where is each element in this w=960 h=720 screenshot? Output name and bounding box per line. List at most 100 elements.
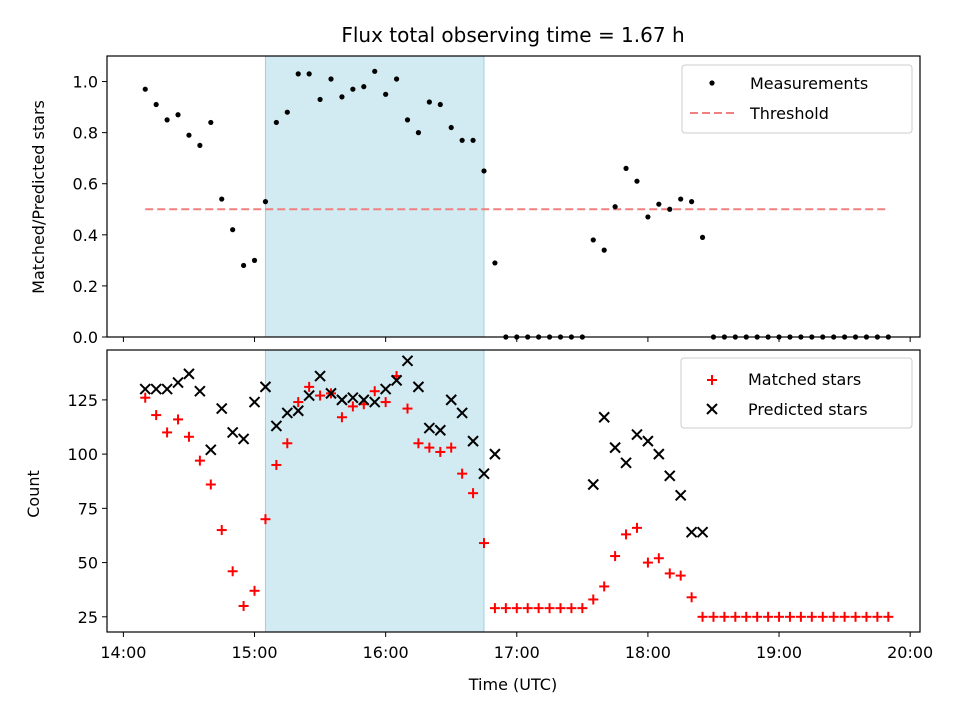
y-axis-label: Matched/Predicted stars [29, 100, 48, 294]
measurement-point [208, 119, 214, 126]
matched-star-point [522, 603, 533, 614]
predicted-star-point [631, 428, 643, 441]
measurement-point [317, 96, 323, 103]
x-tick-label: 14:00 [100, 643, 146, 662]
matched-star-point [511, 603, 522, 614]
legend-matched-marker [707, 375, 717, 385]
y-tick-label: 75 [78, 499, 98, 518]
measurement-point [667, 206, 673, 212]
measurement-point [175, 112, 181, 118]
matched-star-point [205, 479, 216, 490]
predicted-star-point [259, 381, 272, 393]
y-ticks: 25 50 75 100 125 [67, 391, 107, 627]
measurement-point [426, 99, 432, 105]
predicted-star-point [237, 433, 250, 445]
matched-stars-points [140, 371, 894, 622]
measurement-point [361, 84, 367, 90]
predicted-star-point [292, 405, 304, 417]
measurement-point [601, 247, 607, 253]
x-tick-label: 20:00 [887, 643, 933, 662]
predicted-star-point [270, 420, 283, 432]
axes-frame [106, 55, 921, 338]
measurement-point [590, 237, 596, 243]
predicted-star-point [445, 394, 457, 406]
matched-star-point [413, 438, 424, 449]
highlight-span [264, 55, 485, 338]
predicted-star-point [248, 396, 261, 408]
measurement-point [240, 262, 247, 269]
predicted-star-point [412, 381, 425, 393]
matched-star-point [544, 603, 555, 614]
matched-star-point [817, 611, 828, 622]
measurement-point [350, 86, 356, 92]
measurement-point [262, 199, 269, 205]
legend: Matched stars Predicted stars [680, 357, 913, 429]
measurement-point [404, 117, 411, 123]
matched-star-point [140, 392, 151, 403]
matched-star-point [183, 431, 194, 442]
matched-star-point [555, 603, 566, 614]
chart-title: Flux total observing time = 1.67 h [341, 23, 684, 47]
matched-star-point [763, 611, 774, 622]
matched-star-point [872, 611, 883, 622]
matched-star-point [653, 553, 664, 564]
matched-star-point [741, 611, 752, 622]
y-tick-label: 0.4 [73, 226, 98, 245]
x-tick-label: 19:00 [756, 643, 802, 662]
legend-box [681, 64, 913, 134]
predicted-star-point [489, 448, 501, 460]
legend-x-glyph [706, 403, 718, 415]
matched-star-point [500, 603, 511, 614]
matched-star-point [719, 611, 730, 622]
matched-star-point [151, 410, 162, 421]
measurement-point [437, 101, 443, 108]
measurement-point [678, 196, 684, 202]
matched-star-point [173, 414, 184, 425]
y-ticks: 0.0 0.2 0.4 0.6 0.8 1.0 [73, 73, 107, 347]
predicted-star-point [390, 374, 403, 387]
matched-star-point [282, 438, 293, 449]
matched-star-point [162, 427, 173, 438]
matched-star-point [369, 386, 380, 397]
measurement-point [645, 214, 651, 220]
matched-star-point [774, 611, 785, 622]
predicted-star-point [347, 392, 359, 404]
matched-star-point [227, 566, 238, 577]
x-ticks: 14:00 15:00 16:00 17:00 18:00 19:00 20:00 [100, 632, 933, 662]
measurement-point [219, 196, 225, 202]
predicted-star-point [620, 457, 632, 469]
matched-star-point [806, 611, 817, 622]
measurement-point [197, 142, 203, 149]
legend: Measurements Threshold [681, 64, 913, 134]
matched-star-point [194, 455, 205, 466]
matched-star-point [686, 592, 697, 603]
matched-star-point [533, 603, 544, 614]
measurement-point [699, 234, 706, 240]
matched-star-point [238, 600, 249, 611]
matched-star-point [402, 403, 413, 414]
y-tick-label: 0.0 [73, 328, 98, 347]
predicted-star-point [216, 402, 228, 415]
matched-star-point [730, 611, 741, 622]
x-tick-label: 17:00 [494, 643, 540, 662]
legend-predicted-marker [706, 403, 718, 415]
measurement-point [415, 130, 422, 136]
matched-star-point [435, 446, 446, 457]
predicted-star-point [194, 385, 206, 397]
matched-star-point [850, 611, 861, 622]
matched-star-point [315, 390, 326, 401]
matched-star-point [631, 522, 642, 533]
legend-box [680, 357, 913, 429]
y-tick-label: 25 [78, 608, 98, 627]
top-panel: Flux total observing time = 1.67 h 0.00.… [29, 23, 921, 347]
predicted-star-point [653, 448, 665, 460]
predicted-star-point [478, 467, 490, 480]
matched-star-point [468, 488, 479, 499]
matched-star-point [347, 401, 358, 412]
y-tick-label: 50 [78, 554, 98, 573]
predicted-star-point [379, 383, 392, 395]
predicted-star-point [150, 383, 162, 395]
predicted-star-point [696, 526, 709, 538]
predicted-star-point [358, 394, 370, 406]
x-tick-label: 16:00 [363, 643, 409, 662]
